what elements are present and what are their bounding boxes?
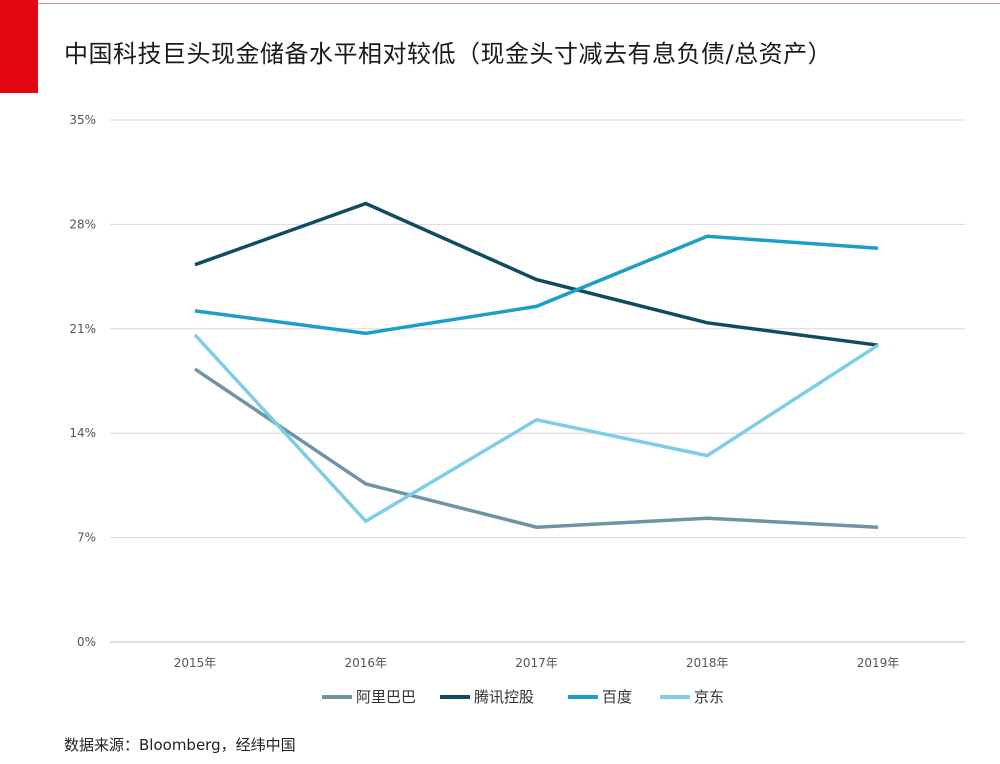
- series-lines: [193, 201, 879, 529]
- source-note: 数据来源：Bloomberg，经纬中国: [64, 736, 296, 754]
- y-tick-label: 35%: [69, 113, 96, 127]
- y-tick-label: 21%: [69, 322, 96, 336]
- y-tick-label: 14%: [69, 426, 96, 440]
- x-tick-label: 2015年: [174, 656, 217, 670]
- y-tick-label: 0%: [77, 635, 96, 649]
- legend-label: 百度: [602, 688, 632, 706]
- legend-label: 阿里巴巴: [356, 688, 416, 706]
- x-axis-ticks: 2015年 2016年 2017年 2018年 2019年: [174, 656, 900, 670]
- gridlines: [110, 119, 965, 643]
- legend: 阿里巴巴 腾讯控股 百度 京东: [322, 688, 724, 706]
- top-rule: [38, 3, 1000, 4]
- x-tick-label: 2016年: [344, 656, 387, 670]
- y-tick-label: 28%: [69, 217, 96, 231]
- x-tick-label: 2017年: [515, 656, 558, 670]
- page-title: 中国科技巨头现金储备水平相对较低（现金头寸减去有息负债/总资产）: [64, 40, 833, 68]
- series-line-2: [194, 234, 879, 336]
- legend-label: 腾讯控股: [474, 688, 534, 706]
- y-tick-label: 7%: [77, 531, 96, 545]
- accent-bar: [0, 0, 38, 93]
- x-tick-label: 2019年: [857, 656, 900, 670]
- series-line-0: [194, 367, 879, 529]
- series-line-3: [193, 333, 879, 524]
- series-line-1: [194, 201, 879, 347]
- y-axis-ticks: 0% 7% 14% 21% 28% 35%: [69, 113, 96, 649]
- legend-label: 京东: [694, 688, 724, 706]
- x-tick-label: 2018年: [686, 656, 729, 670]
